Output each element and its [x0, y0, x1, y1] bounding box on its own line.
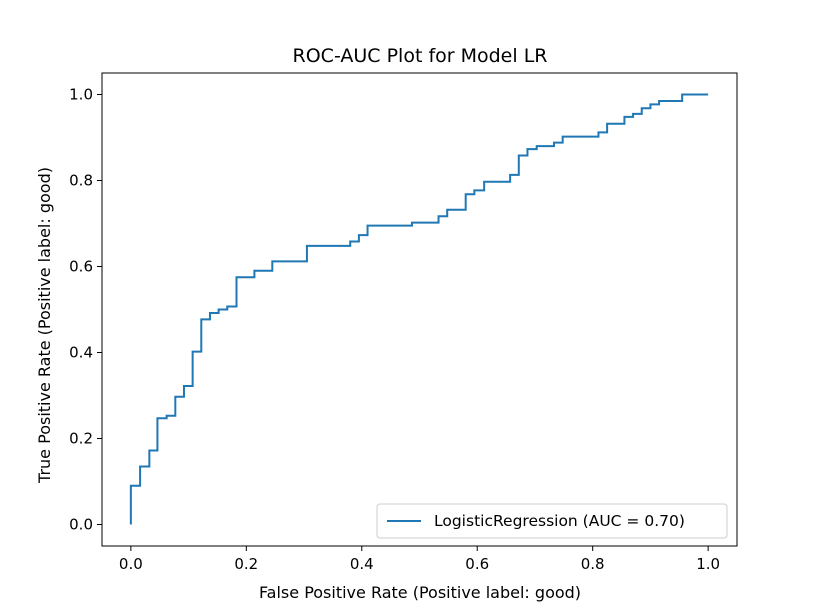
y-tick-label: 0.0 — [69, 516, 93, 534]
x-axis-label: False Positive Rate (Positive label: goo… — [259, 583, 581, 602]
plot-frame — [101, 72, 738, 547]
legend-box — [376, 503, 728, 539]
plot-area: 0.0 0.2 0.4 0.6 0.8 1.0 0.0 0.2 0.4 0.6 0.8 1.0 Logi… — [69, 72, 738, 573]
y-tick-label: 0.8 — [69, 172, 93, 190]
x-tick-label: 0.8 — [581, 555, 605, 573]
legend: LogisticRegression (AUC = 0.70) — [376, 503, 728, 539]
chart-title: ROC-AUC Plot for Model LR — [293, 45, 548, 67]
y-axis-label: True Positive Rate (Positive label: good… — [35, 167, 54, 484]
x-tick-label: 0.4 — [350, 555, 374, 573]
roc-curve-line — [129, 93, 709, 525]
y-tick-label: 0.4 — [69, 344, 93, 362]
y-tick-label: 0.2 — [69, 430, 93, 448]
y-tick-label: 1.0 — [69, 86, 93, 104]
x-tick-label: 1.0 — [696, 555, 720, 573]
y-tick-label: 0.6 — [69, 258, 93, 276]
x-tick-label: 0.6 — [465, 555, 489, 573]
x-tick-label: 0.2 — [234, 555, 258, 573]
x-tick-label: 0.0 — [119, 555, 143, 573]
legend-entry: LogisticRegression (AUC = 0.70) — [434, 512, 685, 530]
